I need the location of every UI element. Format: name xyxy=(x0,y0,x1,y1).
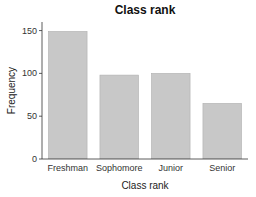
x-tick-label: Freshman xyxy=(47,163,88,173)
y-tick xyxy=(39,116,42,117)
bar xyxy=(151,73,190,159)
chart-container: 0 50 100 150 Freshman Sophomore Junior Senior Cl… xyxy=(0,0,256,197)
y-tick xyxy=(39,159,42,160)
x-tick-label: Junior xyxy=(158,163,183,173)
x-axis-label: Class rank xyxy=(121,180,169,191)
y-tick-label: 150 xyxy=(22,26,37,36)
x-tick-label: Senior xyxy=(209,163,235,173)
bars xyxy=(48,31,241,159)
bar xyxy=(100,75,139,159)
y-tick xyxy=(39,73,42,74)
y-axis-line xyxy=(42,22,43,159)
bar xyxy=(203,103,242,159)
bar xyxy=(48,31,87,159)
x-axis-line xyxy=(42,159,248,160)
y-tick-label: 100 xyxy=(22,68,37,78)
y-tick-label: 0 xyxy=(32,154,37,164)
y-axis-label: Frequency xyxy=(6,67,17,114)
title: Class rank xyxy=(115,3,176,17)
y-tick-label: 50 xyxy=(27,111,37,121)
axes: 0 50 100 150 Freshman Sophomore Junior Senior xyxy=(22,22,248,173)
chart: 0 50 100 150 Freshman Sophomore Junior Senior Cl… xyxy=(0,0,256,197)
y-tick xyxy=(39,30,42,31)
x-tick-label: Sophomore xyxy=(96,163,143,173)
